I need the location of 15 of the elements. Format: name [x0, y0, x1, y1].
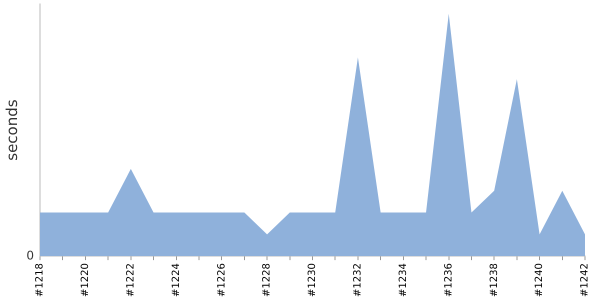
x-tick-label: #1228	[262, 263, 273, 297]
x-tick-label: #1224	[170, 263, 182, 297]
x-tick-label: #1236	[443, 263, 454, 297]
x-tick-label: #1232	[352, 263, 364, 297]
x-tick-label: #1218	[34, 263, 46, 297]
text: 0	[26, 248, 34, 262]
x-tick-label: #1238	[488, 263, 500, 297]
x-tick-label: #1240	[534, 263, 546, 297]
x-tick-label: #1242	[580, 263, 591, 297]
x-tick-label: #1230	[307, 263, 318, 297]
x-tick-label: #1226	[216, 263, 228, 297]
x-tick-label: #1234	[398, 263, 409, 297]
y-axis-title: seconds	[2, 99, 21, 161]
x-tick-label: #1222	[125, 263, 136, 297]
x-tick-label: #1220	[80, 263, 92, 297]
